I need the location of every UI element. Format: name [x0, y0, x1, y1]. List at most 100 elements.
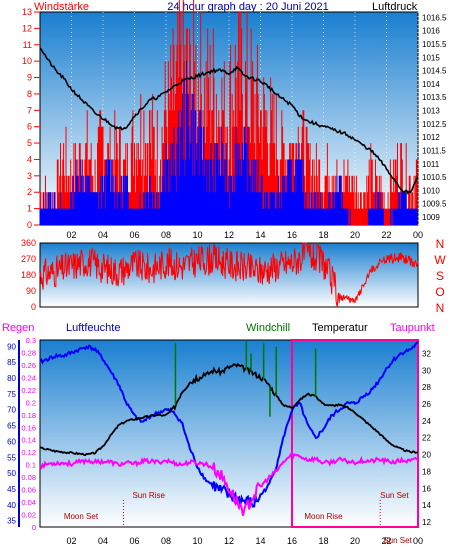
regen-tick: 0.16 — [21, 423, 36, 432]
bottom-x-tick: 18 — [318, 536, 328, 546]
top-left-tick: 3 — [27, 171, 32, 181]
top-right-tick: 1013.5 — [422, 93, 447, 102]
temp-tick: 26 — [422, 400, 431, 409]
top-right-tick: 1010 — [422, 186, 440, 195]
regen-tick: 0.3 — [26, 336, 36, 345]
regen-tick: 0.06 — [21, 486, 36, 495]
temp-tick: 32 — [422, 349, 431, 358]
top-x-tick: 06 — [129, 230, 139, 240]
direction-axis: 0 90 180 270 360 — [21, 238, 36, 312]
humidity-tick: 90 — [7, 342, 16, 351]
top-x-tick: 10 — [192, 230, 202, 240]
compass-label: O — [435, 285, 444, 299]
top-right-tick: 1016.5 — [422, 13, 447, 22]
regen-tick: 0.24 — [21, 373, 36, 382]
top-right-tick: 1014 — [422, 80, 440, 89]
top-left-tick: 7 — [27, 105, 32, 115]
temp-tick: 12 — [422, 518, 431, 527]
bottom-x-tick: 10 — [192, 536, 202, 546]
regen-tick: 0.2 — [26, 398, 36, 407]
bottom-series — [39, 341, 419, 516]
regen-tick: 0.14 — [21, 436, 36, 445]
top-x-tick: 16 — [287, 230, 297, 240]
top-right-tick: 1012.5 — [422, 120, 447, 129]
bottom-x-tick: 06 — [129, 536, 139, 546]
bottom-x-tick: 00 — [413, 536, 423, 546]
temperature-series-line — [39, 362, 418, 457]
top-right-label: Luftdruck — [372, 1, 418, 13]
regen-tick: 0.22 — [21, 386, 36, 395]
luftfeuchte-label: Luftfeuchte — [66, 322, 120, 334]
direction-tick: 360 — [21, 238, 36, 248]
regen-tick: 0.26 — [21, 361, 36, 370]
humidity-tick: 35 — [7, 517, 16, 526]
top-right-tick: 1016 — [422, 27, 440, 36]
top-series — [39, 0, 419, 225]
humidity-tick: 85 — [7, 358, 16, 367]
top-right-tick: 1009.5 — [422, 200, 447, 209]
night-highlight-box — [291, 339, 419, 528]
top-right-tick: 1012 — [422, 133, 440, 142]
top-right-tick: 1011.5 — [422, 146, 446, 155]
top-x-tick: 14 — [255, 230, 265, 240]
compass-label: N — [436, 301, 445, 315]
top-left-tick: 1 — [27, 204, 32, 214]
top-x-tick: 02 — [66, 230, 76, 240]
bottom-x-tick: 12 — [224, 536, 234, 546]
top-left-tick: 11 — [23, 40, 32, 50]
regen-tick: 0.18 — [21, 411, 36, 420]
top-left-tick: 6 — [27, 122, 32, 132]
dewpoint-series-line — [39, 451, 419, 516]
top-right-tick: 1013 — [422, 107, 440, 116]
top-left-tick: 0 — [27, 220, 32, 230]
direction-tick: 270 — [21, 254, 36, 264]
bottom-x-tick: 02 — [66, 536, 76, 546]
temp-tick: 16 — [422, 484, 431, 493]
regen-tick: 0 — [32, 523, 36, 532]
wind-series-line — [39, 61, 418, 225]
top-left-tick: 10 — [22, 56, 32, 66]
top-right-axis: 1009 1009.5 1010 1010.5 1011 1011.5 1012 1012.5… — [422, 13, 447, 222]
humidity-tick: 40 — [7, 501, 16, 510]
top-left-tick: 9 — [27, 73, 32, 83]
top-x-tick: 00 — [413, 230, 423, 240]
humidity-tick: 70 — [7, 406, 16, 415]
bottom-plot-area — [39, 339, 419, 528]
bottom-x-tick: 16 — [287, 536, 297, 546]
top-x-tick: 22 — [381, 230, 391, 240]
taupunkt-label: Taupunkt — [390, 322, 435, 334]
top-right-tick: 1010.5 — [422, 173, 447, 182]
temp-tick: 30 — [422, 366, 431, 375]
temp-tick: 22 — [422, 434, 431, 443]
direction-series — [39, 242, 419, 308]
regen-label: Regen — [2, 322, 34, 334]
bottom-x-tick: 04 — [98, 536, 108, 546]
event-label: Moon Rise — [304, 512, 343, 521]
top-x-tick: 12 — [224, 230, 234, 240]
top-left-tick: 4 — [27, 154, 32, 164]
event-markers: Moon Set Sun Rise Moon Rise Sun Set Sun Set — [64, 339, 419, 545]
humidity-tick: 55 — [7, 453, 16, 462]
temp-tick: 14 — [422, 501, 431, 510]
temp-tick: 28 — [422, 383, 431, 392]
top-left-tick: 2 — [27, 187, 32, 197]
top-x-tick: 20 — [350, 230, 360, 240]
humidity-tick: 80 — [7, 374, 16, 383]
bottom-x-tick: 22 — [381, 536, 391, 546]
humidity-tick: 75 — [7, 390, 16, 399]
top-left-label: Windstärke — [34, 1, 89, 13]
top-x-axis: 02 04 06 08 10 12 14 16 18 20 22 00 — [66, 12, 423, 240]
regen-tick: 0.02 — [21, 511, 36, 520]
humidity-tick: 45 — [7, 485, 16, 494]
regen-tick: 0.12 — [21, 448, 36, 457]
top-x-tick: 08 — [161, 230, 171, 240]
event-label: Sun Set — [383, 536, 412, 545]
temp-tick: 24 — [422, 417, 431, 426]
windchill-label: Windchill — [246, 322, 290, 334]
direction-tick: 0 — [31, 302, 36, 312]
humidity-tick: 60 — [7, 437, 16, 446]
top-left-tick: 13 — [22, 7, 32, 17]
event-label: Sun Rise — [132, 491, 165, 500]
